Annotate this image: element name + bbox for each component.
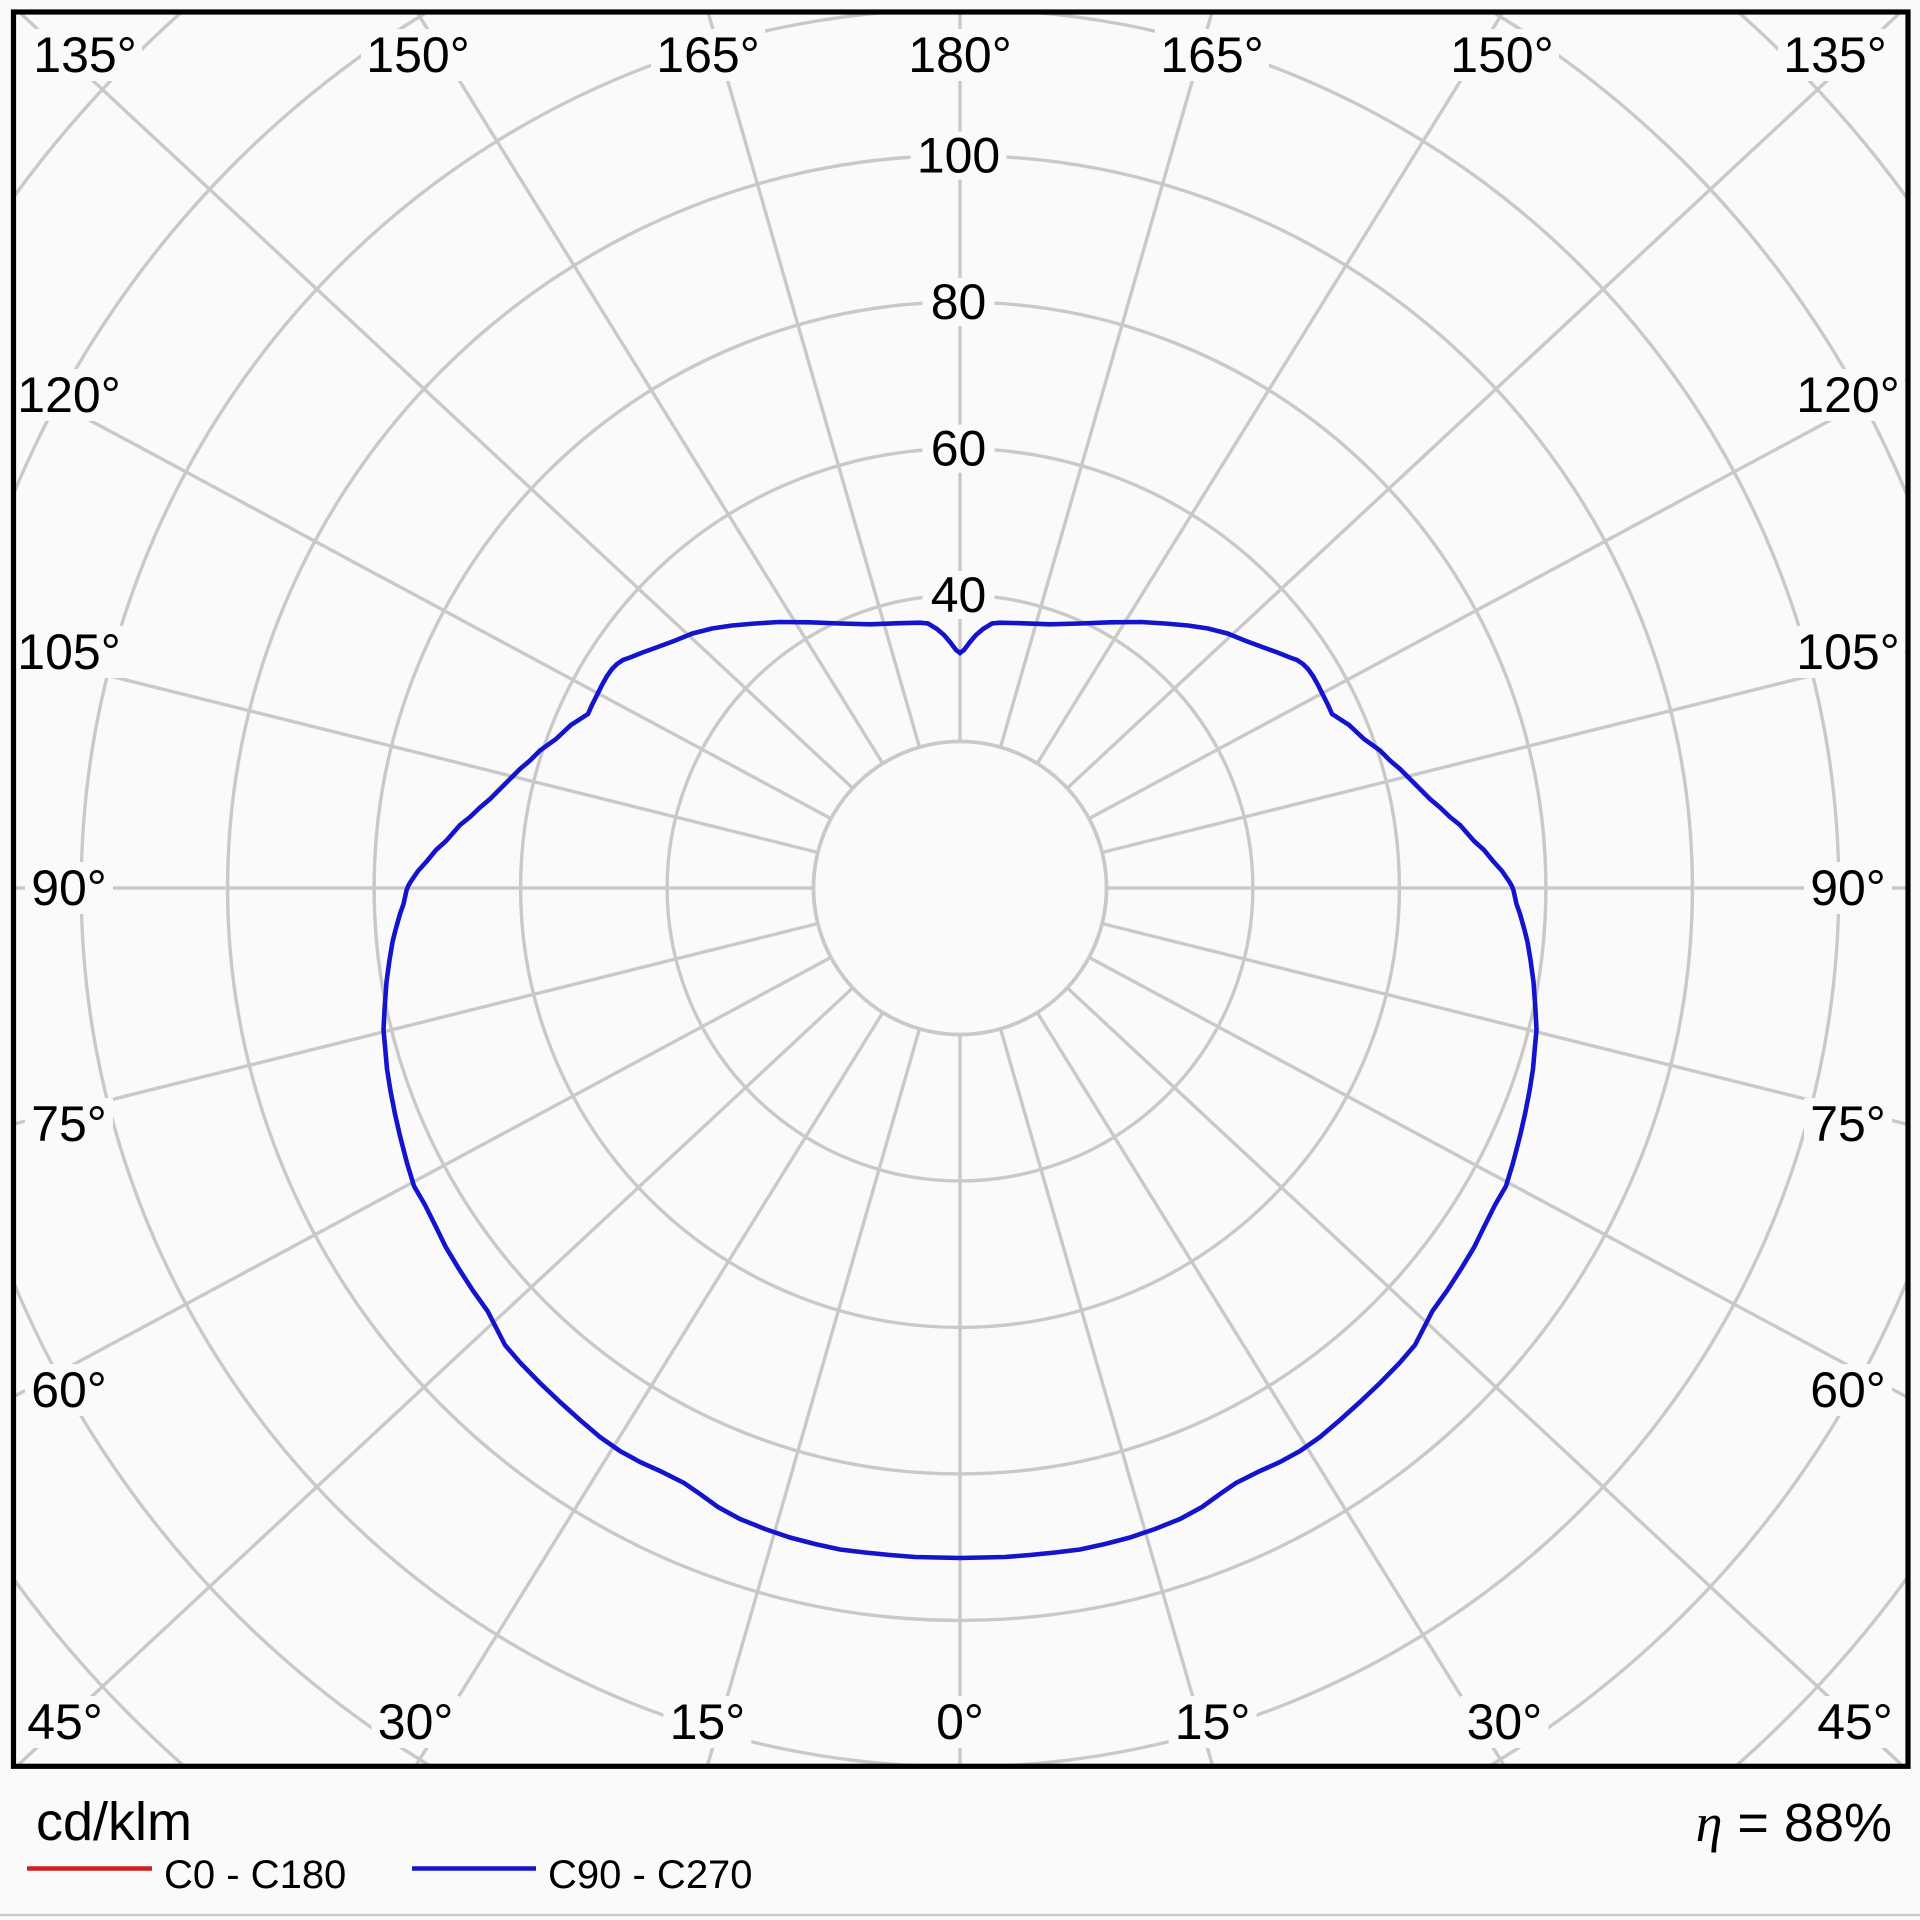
svg-text:150°: 150°	[1450, 27, 1553, 83]
svg-text:C90 - C270: C90 - C270	[548, 1853, 753, 1897]
svg-text:45°: 45°	[27, 1694, 103, 1750]
svg-text:105°: 105°	[17, 624, 120, 680]
svg-text:100: 100	[917, 128, 1000, 184]
svg-text:135°: 135°	[1783, 27, 1886, 83]
svg-text:165°: 165°	[1160, 27, 1263, 83]
svg-text:0°: 0°	[936, 1694, 984, 1750]
svg-text:30°: 30°	[378, 1694, 454, 1750]
svg-text:150°: 150°	[366, 27, 469, 83]
svg-text:60: 60	[931, 421, 987, 477]
svg-text:120°: 120°	[1796, 367, 1899, 423]
svg-text:15°: 15°	[670, 1694, 746, 1750]
svg-text:30°: 30°	[1467, 1694, 1543, 1750]
svg-text:180°: 180°	[908, 27, 1011, 83]
svg-text:η = 88%: η = 88%	[1696, 1793, 1892, 1853]
svg-text:135°: 135°	[33, 27, 136, 83]
svg-text:60°: 60°	[1810, 1362, 1886, 1418]
svg-text:C0 - C180: C0 - C180	[164, 1853, 346, 1897]
svg-text:80: 80	[931, 274, 987, 330]
svg-text:90°: 90°	[1810, 860, 1886, 916]
svg-text:60°: 60°	[31, 1362, 107, 1418]
svg-text:165°: 165°	[656, 27, 759, 83]
svg-text:75°: 75°	[1810, 1096, 1886, 1152]
svg-text:15°: 15°	[1175, 1694, 1251, 1750]
svg-text:40: 40	[931, 567, 987, 623]
svg-text:105°: 105°	[1796, 624, 1899, 680]
svg-text:90°: 90°	[31, 860, 107, 916]
svg-text:cd/klm: cd/klm	[36, 1792, 192, 1852]
svg-text:45°: 45°	[1817, 1694, 1893, 1750]
svg-text:120°: 120°	[17, 367, 120, 423]
svg-text:75°: 75°	[31, 1096, 107, 1152]
